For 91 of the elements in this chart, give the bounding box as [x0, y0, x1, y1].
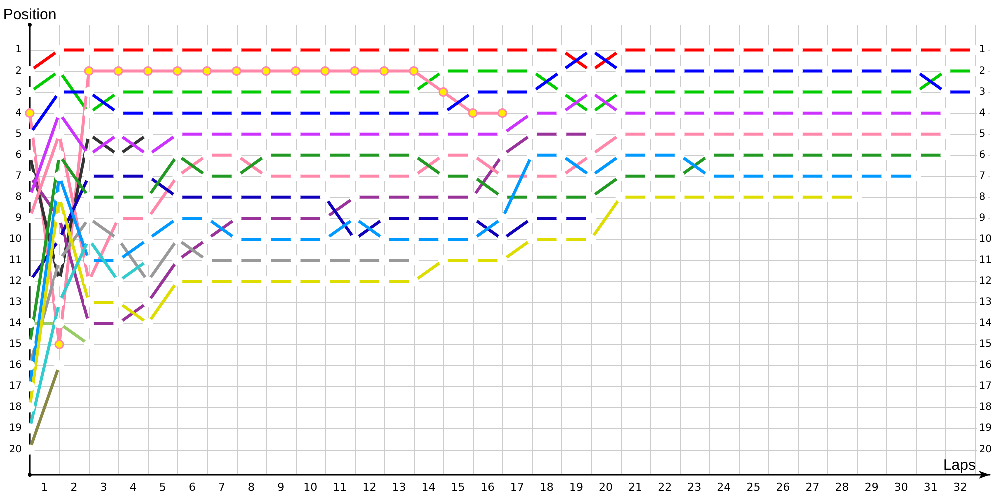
- y2-tick-label: 16: [979, 360, 992, 372]
- x-tick-label: 13: [392, 481, 406, 494]
- y-tick-label: 20: [9, 444, 22, 456]
- point: [84, 66, 94, 76]
- y-tick-label: 18: [9, 402, 22, 414]
- y2-tick-label: 8: [979, 192, 986, 203]
- x-tick-label: 31: [924, 481, 938, 494]
- x-tick-label: 10: [304, 481, 318, 494]
- y-tick-label: 8: [16, 192, 22, 203]
- point: [438, 88, 448, 98]
- point: [262, 66, 272, 76]
- x-tick-label: 18: [540, 481, 554, 494]
- x-tick-label: 20: [599, 481, 613, 494]
- y-tick-label: 15: [9, 339, 22, 350]
- x-tick-label: 3: [100, 481, 108, 494]
- x-tick-label: 7: [218, 481, 226, 494]
- point: [320, 66, 330, 76]
- y2-tick-label: 3: [979, 86, 986, 98]
- y2-tick-label: 19: [979, 423, 992, 434]
- x-tick-label: 19: [569, 481, 584, 494]
- x-tick-label: 11: [333, 481, 348, 494]
- y-tick-label: 16: [9, 360, 22, 372]
- y2-tick-label: 1: [979, 44, 986, 56]
- y-axis-title: Position: [3, 6, 57, 24]
- x-tick-label: 29: [864, 481, 879, 494]
- x-tick-label: 4: [130, 481, 137, 494]
- y-tick-label: 19: [9, 423, 22, 434]
- point: [54, 340, 64, 350]
- y2-tick-label: 20: [979, 444, 992, 456]
- y2-tick-label: 10: [979, 234, 992, 245]
- x-tick-label: 26: [776, 481, 790, 494]
- y-tick-label: 12: [9, 276, 22, 288]
- y-tick-label: 4: [16, 108, 22, 119]
- x-tick-label: 24: [717, 481, 732, 494]
- y-tick-label: 10: [9, 234, 22, 245]
- x-tick-label: 21: [628, 481, 643, 494]
- x-tick-label: 6: [188, 481, 196, 494]
- y2-tick-label: 15: [979, 339, 992, 350]
- point: [291, 66, 301, 76]
- point: [114, 66, 124, 76]
- x-tick-label: 2: [70, 481, 78, 494]
- y-tick-label: 3: [16, 86, 22, 98]
- y-tick-label: 17: [9, 381, 22, 392]
- x-tick-label: 15: [451, 481, 466, 494]
- y2-tick-label: 2: [979, 66, 986, 77]
- point: [143, 66, 153, 76]
- y-tick-label: 11: [9, 255, 22, 266]
- x-tick-label: 9: [278, 481, 285, 494]
- y2-tick-label: 4: [979, 108, 986, 119]
- y2-tick-label: 17: [979, 381, 992, 392]
- point: [202, 66, 212, 76]
- y2-tick-label: 6: [979, 150, 986, 161]
- x-tick-label: 5: [159, 481, 166, 494]
- x-tick-label: 8: [248, 481, 256, 494]
- point: [232, 66, 242, 76]
- point: [468, 108, 478, 118]
- x-tick-label: 28: [835, 481, 850, 494]
- point: [172, 66, 182, 76]
- x-tick-label: 32: [953, 481, 968, 494]
- y-tick-label: 9: [16, 212, 22, 224]
- y-tick-label: 13: [9, 297, 22, 308]
- y2-tick-label: 13: [979, 297, 992, 308]
- x-tick-label: 14: [422, 481, 436, 494]
- y2-tick-label: 5: [979, 128, 986, 140]
- y-tick-label: 14: [9, 318, 22, 330]
- x-tick-label: 27: [806, 481, 820, 494]
- x-tick-label: 30: [894, 481, 908, 494]
- x-tick-label: 12: [362, 481, 377, 494]
- y2-tick-label: 18: [979, 402, 992, 414]
- y2-tick-label: 7: [979, 170, 986, 182]
- y2-tick-label: 11: [979, 255, 992, 266]
- point: [498, 108, 508, 118]
- y-tick-label: 1: [16, 44, 22, 56]
- point: [380, 66, 390, 76]
- x-tick-label: 25: [746, 481, 761, 494]
- y2-tick-label: 14: [979, 318, 992, 330]
- x-tick-label: 16: [480, 481, 495, 494]
- point: [409, 66, 419, 76]
- y2-tick-label: 9: [979, 212, 986, 224]
- point: [350, 66, 360, 76]
- x-axis-title: Laps: [943, 457, 976, 474]
- y-tick-label: 6: [16, 150, 22, 161]
- x-tick-label: 22: [658, 481, 672, 494]
- y-tick-label: 2: [16, 66, 22, 77]
- point: [25, 108, 35, 118]
- y-tick-label: 7: [16, 170, 22, 182]
- x-tick-label: 17: [510, 481, 524, 494]
- x-tick-label: 1: [41, 481, 48, 494]
- x-tick-label: 23: [688, 481, 702, 494]
- y2-tick-label: 12: [979, 276, 992, 288]
- y-tick-label: 5: [16, 128, 22, 140]
